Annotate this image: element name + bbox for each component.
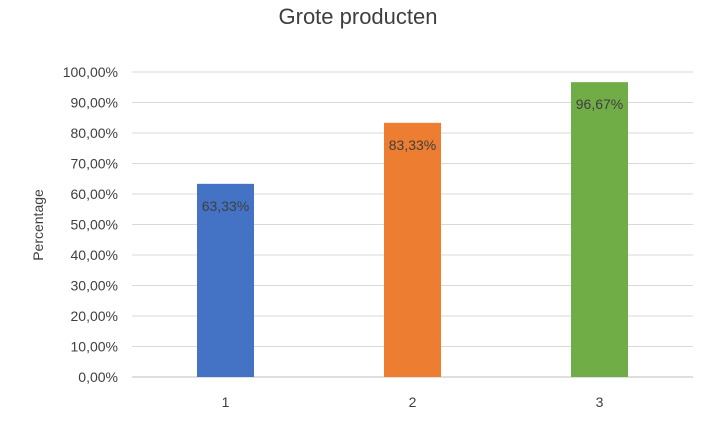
- y-tick-label: 20,00%: [71, 308, 118, 324]
- y-tick-label: 80,00%: [71, 125, 118, 141]
- y-tick-label: 100,00%: [63, 64, 118, 80]
- y-tick-label: 10,00%: [71, 339, 118, 355]
- y-tick-label: 90,00%: [71, 95, 118, 111]
- bar-2: [384, 122, 441, 377]
- bars: [197, 82, 628, 378]
- x-tick-labels: 1 2 3: [222, 394, 604, 410]
- x-tick-label: 3: [596, 394, 604, 410]
- y-tick-label: 60,00%: [71, 186, 118, 202]
- y-tick-label: 30,00%: [71, 278, 118, 294]
- y-tick-labels: 0,00% 10,00% 20,00% 30,00% 40,00% 50,00% 60,00…: [63, 64, 118, 385]
- x-tick-label: 1: [222, 394, 230, 410]
- y-tick-label: 50,00%: [71, 217, 118, 233]
- x-tick-label: 2: [409, 394, 417, 410]
- bar-1: [197, 183, 254, 377]
- y-tick-label: 0,00%: [78, 369, 118, 385]
- data-label: 83,33%: [389, 137, 436, 153]
- data-label: 63,33%: [202, 198, 249, 214]
- bar-3: [571, 82, 628, 378]
- data-labels: 63,33% 83,33% 96,67%: [202, 96, 623, 214]
- y-tick-label: 70,00%: [71, 156, 118, 172]
- data-label: 96,67%: [576, 96, 623, 112]
- y-tick-label: 40,00%: [71, 247, 118, 263]
- chart-title: Grote producten: [278, 4, 438, 29]
